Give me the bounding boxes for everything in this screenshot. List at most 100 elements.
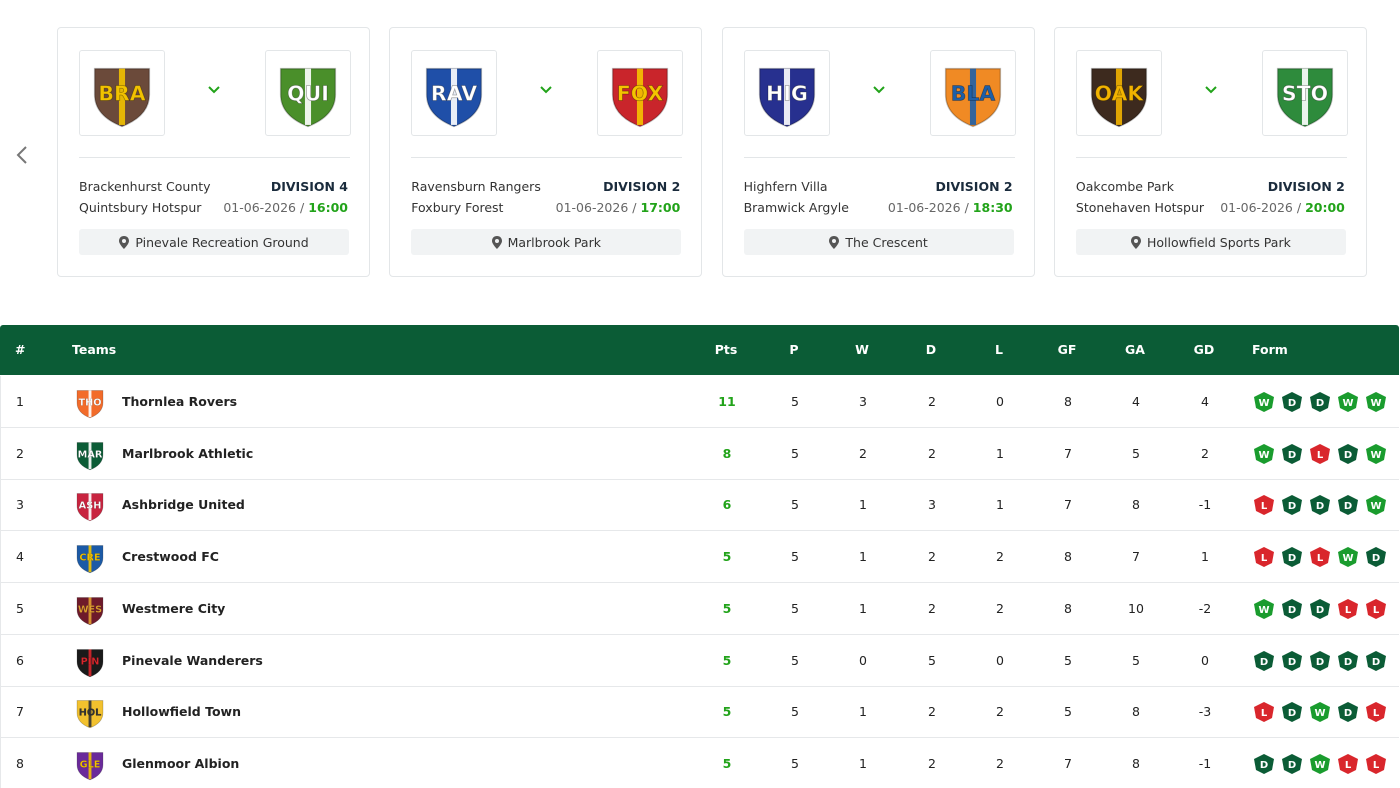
form-shape (1338, 702, 1358, 723)
form-letter: L (1261, 553, 1268, 564)
form-badge: W (1338, 547, 1358, 568)
form-shape (1310, 702, 1330, 723)
stat-l: 0 (996, 652, 1004, 668)
badge-stripe (88, 390, 92, 418)
time: 20:00 (1305, 200, 1345, 215)
badge-abbr: BLA (950, 82, 995, 106)
form-letter: W (1258, 398, 1269, 409)
badge-abbr: THO (78, 398, 101, 409)
division: DIVISION 2 (603, 179, 681, 194)
table-row: 1 THO Thornlea Rovers 11 5 3 2 0 8 4 4 W D D W W (0, 376, 1399, 428)
form-shape (1282, 495, 1302, 516)
venue-box: The Crescent (743, 229, 1014, 255)
form-letter: D (1288, 605, 1296, 616)
form-letter: L (1261, 501, 1268, 512)
team-badge: QUI (279, 67, 337, 128)
badge-box: BLA (929, 50, 1016, 136)
column-header: GF (1057, 342, 1077, 357)
form-letter: W (1314, 708, 1325, 719)
vs-chevron (1205, 86, 1217, 94)
form-letter: W (1342, 398, 1353, 409)
date: 01-06-2026 (223, 200, 296, 215)
team-badge: BLA (944, 67, 1001, 128)
badge-stripe (88, 493, 92, 521)
pin-icon (491, 235, 502, 249)
date: 01-06-2026 (887, 200, 961, 215)
fixture-card[interactable]: HIG BLA Highfern Villa Bramwick Argyle DIVIS… (721, 27, 1035, 277)
form-shape (1366, 443, 1386, 464)
fixture-card[interactable]: RAV FOX Ravensburn Rangers Foxbury Forest DI… (389, 27, 703, 277)
form-shape (1366, 547, 1386, 568)
fixture-card[interactable]: BRA QUI Brackenhurst County Quintsbury Hots… (57, 27, 370, 277)
fixture-card[interactable]: OAK STO Oakcombe Park Stonehaven Hotspur DIV… (1053, 27, 1367, 277)
away-team-name: Bramwick Argyle (743, 200, 849, 215)
date-time: 01-06-2026/18:30 (888, 200, 1013, 215)
form-letter: D (1288, 398, 1296, 409)
badge-box: BRA (79, 50, 165, 136)
venue: Pinevale Recreation Ground (135, 234, 309, 250)
form-letter: D (1344, 708, 1352, 719)
stat-pts: 5 (722, 549, 732, 565)
table-row: 2 MAR Marlbrook Athletic 8 5 2 2 1 7 5 2 W D L D W (0, 427, 1399, 480)
form-letter: D (1288, 760, 1296, 771)
column-header: Pts (714, 342, 738, 357)
stat-l: 2 (996, 755, 1004, 771)
form-badge: W (1254, 443, 1274, 464)
form-badge: D (1282, 495, 1302, 516)
badge-abbr: OAK (1095, 82, 1145, 106)
venue: Marlbrook Park (507, 234, 601, 250)
form-badge: D (1254, 650, 1274, 671)
form-badge: D (1310, 392, 1330, 412)
stat-gf: 5 (1064, 652, 1072, 668)
form-badge: W (1254, 392, 1274, 412)
form-badge: D (1366, 650, 1386, 671)
form-badge: D (1338, 650, 1358, 671)
stat-w: 1 (859, 704, 867, 720)
venue: Hollowfield Sports Park (1146, 234, 1291, 250)
stat-p: 5 (791, 704, 799, 720)
form-badge: L (1310, 547, 1330, 568)
stat-l: 2 (996, 704, 1004, 720)
stat-p: 5 (791, 755, 799, 771)
prev-arrow[interactable] (14, 145, 30, 165)
table-row: 4 CRE Crestwood FC 5 5 1 2 2 8 7 1 L D L W D (0, 531, 1399, 584)
team-badge: OAK (1090, 67, 1148, 128)
stat-pts: 5 (722, 704, 732, 720)
form-shape (1310, 443, 1330, 464)
badge-abbr: BRA (98, 82, 145, 106)
team-badge: THO (76, 390, 104, 419)
form-shape (1366, 598, 1386, 619)
badge-stripe (88, 545, 92, 573)
venue-box: Hollowfield Sports Park (1075, 229, 1346, 255)
separator: / (299, 200, 305, 215)
position: 5 (16, 600, 24, 616)
stat-gf: 5 (1064, 704, 1072, 720)
form-shape (1310, 495, 1330, 516)
form-shape (1254, 547, 1274, 568)
badge-box: RAV (411, 50, 498, 136)
form-badge: W (1366, 443, 1386, 464)
form-badge: D (1282, 598, 1302, 619)
form-badge: D (1282, 650, 1302, 671)
form-badge: W (1338, 392, 1358, 412)
form-badge: D (1310, 598, 1330, 619)
form-letter: D (1260, 657, 1268, 668)
away-team-name: Stonehaven Hotspur (1075, 200, 1205, 215)
position: 8 (16, 755, 24, 771)
vs-chevron (540, 86, 553, 94)
column-header: # (15, 342, 26, 357)
division: DIVISION 2 (1267, 179, 1345, 194)
badge-abbr: CRE (79, 553, 100, 564)
column-header: GD (1193, 342, 1215, 357)
time: 18:30 (972, 200, 1013, 215)
stat-w: 1 (859, 755, 867, 771)
form-badge: L (1338, 598, 1358, 619)
form-badge: L (1366, 702, 1386, 723)
chevron (208, 86, 220, 94)
stat-d: 2 (928, 704, 936, 720)
form-shape (1282, 598, 1302, 619)
chevron (872, 86, 885, 94)
stat-ga: 5 (1132, 445, 1140, 461)
team-badge: HIG (758, 67, 815, 128)
form-letter: L (1373, 605, 1380, 616)
